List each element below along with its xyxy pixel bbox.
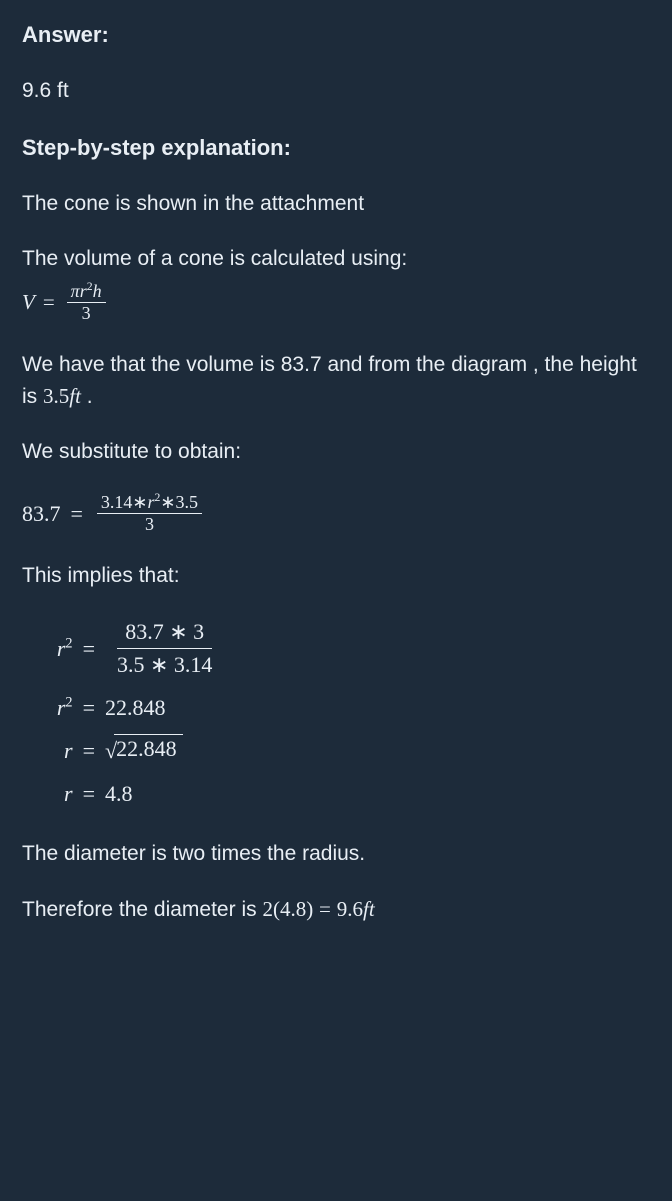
explanation-heading: Step-by-step explanation:	[22, 131, 650, 164]
radicand-value: 22.848	[114, 734, 183, 767]
sub-num-a: 3.14	[101, 492, 133, 512]
r1-den-b: 3.14	[174, 652, 213, 677]
r1-num-b: 3	[193, 619, 204, 644]
substitution-equation: 83.7 = 3.14∗r2∗3.5 3	[22, 492, 650, 537]
r1-den-a: 3.5	[117, 652, 145, 677]
para3-height: 3.5	[43, 384, 69, 408]
sqrt-expression: √ 22.848	[105, 734, 183, 767]
para3-unit: ft	[69, 384, 81, 408]
solve-row2-lhs: r2	[22, 691, 73, 724]
solve-row1-eq: =	[83, 632, 95, 665]
solve-row2-rhs: 22.848	[105, 691, 224, 724]
formula-den: 3	[78, 303, 95, 325]
sub-num-r: r	[148, 492, 155, 512]
r1-exp: 2	[65, 636, 72, 652]
solve-row4-rhs: 4.8	[105, 777, 224, 810]
formula-h: h	[93, 281, 102, 301]
answer-value: 9.6 ft	[22, 75, 650, 107]
para7-pre: Therefore the diameter is	[22, 898, 262, 921]
formula-pi: π	[71, 281, 80, 301]
formula-r: r	[80, 281, 87, 301]
solve-for-r-block: r2 = 83.7 ∗ 3 3.5 ∗ 3.14 r2 = 22.848 r =…	[22, 616, 650, 810]
solve-row1-lhs: r2	[22, 632, 73, 665]
sub-star2: ∗	[160, 492, 175, 512]
sub-equals: =	[71, 497, 83, 530]
sub-den: 3	[141, 514, 158, 536]
r1-num-star: ∗	[169, 619, 187, 644]
r1-num-a: 83.7	[125, 619, 164, 644]
formula-equals: =	[43, 287, 55, 319]
explanation-para-3: We have that the volume is 83.7 and from…	[22, 349, 650, 412]
answer-heading: Answer:	[22, 18, 650, 51]
solve-row4-lhs: r	[22, 777, 73, 810]
solve-row4-eq: =	[83, 777, 95, 810]
solve-row1-frac: 83.7 ∗ 3 3.5 ∗ 3.14	[109, 616, 220, 681]
r2-exp: 2	[65, 695, 72, 711]
para7-expr-a: 2(4.8)	[262, 897, 313, 921]
formula-lhs-var: V	[22, 287, 35, 319]
explanation-para-4: We substitute to obtain:	[22, 436, 650, 468]
solve-row3-rhs: √ 22.848	[105, 734, 224, 767]
volume-formula: V = πr2h 3	[22, 281, 110, 326]
para3-pre: We have that the volume is 83.7 and from…	[22, 353, 637, 408]
para3-post: .	[81, 385, 93, 408]
explanation-para-7: Therefore the diameter is 2(4.8) = 9.6ft	[22, 894, 650, 926]
solve-row3-eq: =	[83, 734, 95, 767]
para7-unit: ft	[363, 897, 375, 921]
solve-row3-lhs: r	[22, 734, 73, 767]
explanation-para-6: The diameter is two times the radius.	[22, 838, 650, 870]
formula-fraction: πr2h 3	[67, 281, 106, 326]
sub-star1: ∗	[132, 492, 147, 512]
sub-num-b: 3.5	[175, 492, 198, 512]
explanation-para-2: The volume of a cone is calculated using…	[22, 243, 650, 275]
para7-val: 9.6	[337, 897, 363, 921]
solve-row1-rhs: 83.7 ∗ 3 3.5 ∗ 3.14	[105, 616, 224, 681]
explanation-para-1: The cone is shown in the attachment	[22, 188, 650, 220]
explanation-para-5: This implies that:	[22, 560, 650, 592]
solve-row2-eq: =	[83, 691, 95, 724]
sub-lhs: 83.7	[22, 497, 61, 530]
para7-eq: =	[319, 897, 331, 921]
sub-fraction: 3.14∗r2∗3.5 3	[97, 492, 202, 537]
r1-den-star: ∗	[150, 652, 168, 677]
